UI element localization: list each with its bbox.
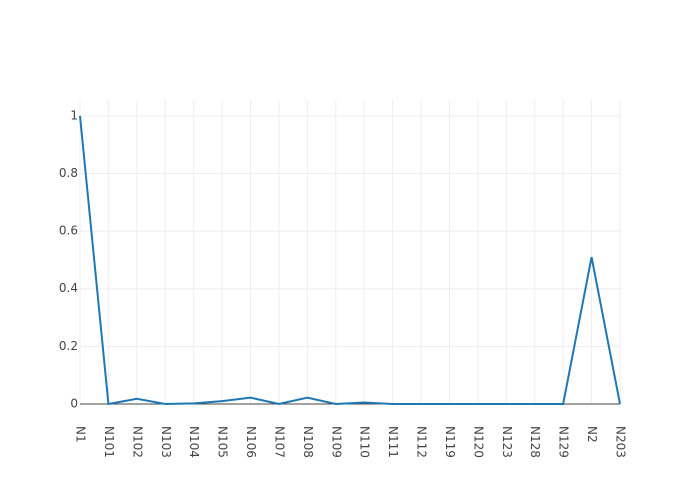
y-tick-label: 0.2 [59,339,78,353]
x-tick-label: N203 [614,426,628,458]
x-tick-label: N111 [386,426,400,458]
y-tick-label: 0.4 [59,281,78,295]
x-tick-label: N120 [471,426,485,458]
x-tick-label: N112 [415,426,429,458]
x-tick-label: N107 [272,426,286,458]
x-tick-label: N109 [329,426,343,458]
x-tick-label: N102 [130,426,144,458]
x-tick-label: N128 [528,426,542,458]
y-tick-label: 1 [70,108,78,122]
x-tick-label: N108 [301,426,315,458]
x-tick-label: N105 [216,426,230,458]
x-tick-label: N119 [443,426,457,458]
x-tick-label: N106 [244,426,258,458]
x-tick-label: N123 [500,426,514,458]
data-line [79,115,621,406]
x-tick-label: N1 [74,426,88,443]
x-tick-label: N103 [159,426,173,458]
y-tick-label: 0.8 [59,166,78,180]
y-tick-label: 0 [70,397,78,411]
x-tick-label: N129 [557,426,571,458]
y-tick-label: 0.6 [59,224,78,238]
x-tick-label: N110 [358,426,372,458]
x-tick-label: N101 [102,426,116,458]
x-tick-label: N104 [187,426,201,458]
x-tick-label: N2 [585,426,599,443]
